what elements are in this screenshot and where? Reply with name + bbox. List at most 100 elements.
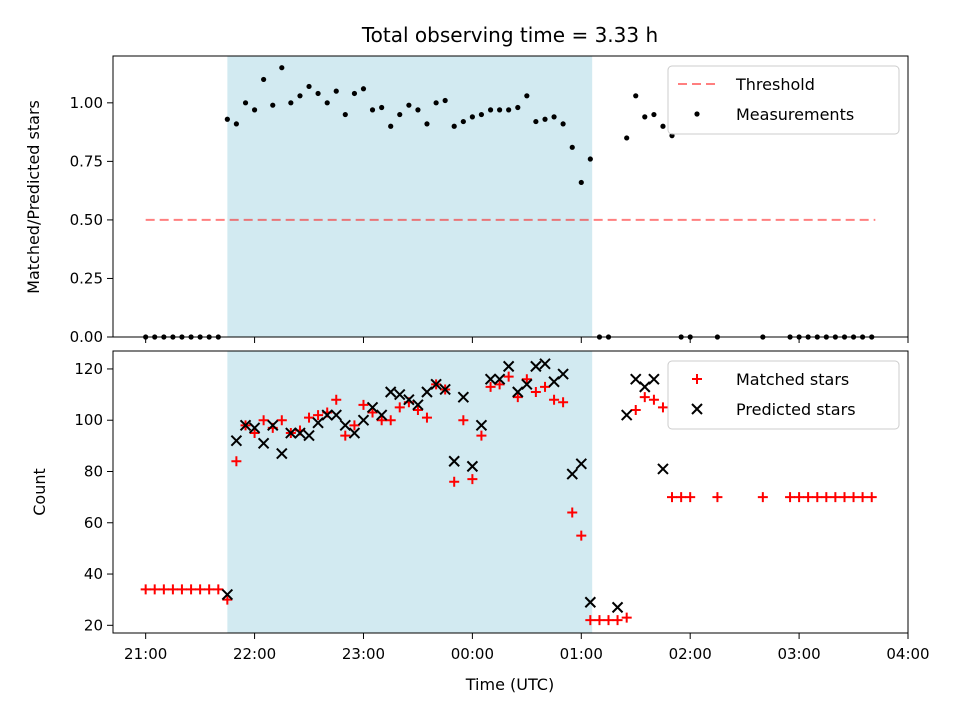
- measurement-point: [624, 135, 630, 141]
- predicted-star-point: [248, 422, 261, 434]
- matched-star-point: [249, 428, 260, 439]
- measurement-point: [324, 100, 330, 106]
- matched-star-point: [412, 404, 423, 415]
- bottom-y-axis-label: Count: [30, 468, 49, 516]
- y-tick-label: 60: [84, 514, 103, 532]
- matched-star-point: [458, 415, 469, 426]
- matched-star-point: [367, 407, 378, 418]
- matched-star-point: [140, 584, 151, 595]
- predicted-star-point: [394, 388, 406, 401]
- matched-star-point: [449, 476, 460, 487]
- matched-star-point: [839, 492, 850, 503]
- measurement-point: [487, 107, 494, 113]
- legend-label: Threshold: [735, 75, 815, 94]
- predicted-star-point: [548, 376, 560, 388]
- matched-star-point: [830, 492, 841, 503]
- predicted-star-point: [294, 427, 306, 439]
- measurement-point: [478, 111, 485, 118]
- predicted-star-point: [620, 409, 633, 421]
- matched-star-point: [712, 492, 723, 503]
- predicted-star-point: [475, 419, 488, 432]
- measurement-point: [542, 116, 548, 122]
- measurement-point: [333, 88, 339, 94]
- measurement-point: [651, 111, 657, 118]
- measurement-point: [515, 104, 521, 111]
- measurement-point: [642, 114, 648, 120]
- matched-star-point: [340, 430, 351, 441]
- predicted-star-point: [530, 360, 542, 373]
- legend-matched-swatch: [692, 374, 702, 384]
- matched-star-point: [231, 456, 242, 467]
- legend-label: Matched stars: [736, 370, 849, 389]
- legend-measurement-swatch: [694, 111, 700, 117]
- y-tick-label: 0.75: [70, 152, 103, 170]
- matched-star-point: [676, 492, 687, 503]
- matched-star-point: [349, 420, 360, 431]
- predicted-star-point: [457, 391, 470, 403]
- y-tick-label: 80: [84, 462, 103, 480]
- axes-frame: [112, 350, 909, 634]
- matched-star-point: [794, 492, 805, 503]
- matched-star-point: [149, 584, 160, 595]
- matched-star-point: [603, 615, 614, 626]
- predicted-star-point: [366, 401, 379, 414]
- predicted-star-point: [321, 409, 333, 421]
- x-tick-label: 00:00: [451, 645, 494, 663]
- legend-box: [667, 65, 900, 135]
- y-tick-label: 100: [74, 411, 103, 429]
- matched-star-point: [621, 612, 632, 623]
- measurement-point: [342, 111, 348, 118]
- measurement-point: [660, 123, 666, 129]
- measurement-point: [587, 156, 593, 162]
- matched-star-point: [812, 492, 823, 503]
- predicted-star-point: [575, 458, 587, 470]
- matched-star-point: [521, 374, 532, 385]
- predicted-star-point: [430, 378, 442, 391]
- measurement-point: [551, 114, 557, 120]
- matched-star-point: [195, 584, 206, 595]
- measurement-point: [388, 123, 394, 129]
- matched-star-point: [276, 415, 287, 426]
- measurement-point: [261, 76, 267, 83]
- measurement-point: [360, 86, 367, 92]
- matched-star-point: [485, 381, 496, 392]
- predicted-star-point: [339, 419, 351, 432]
- measurement-point: [633, 93, 639, 99]
- y-tick-label: 0.50: [70, 211, 103, 229]
- measurement-point: [297, 93, 303, 99]
- matched-star-point: [385, 415, 396, 426]
- predicted-star-point: [484, 373, 497, 385]
- matched-star-point: [158, 584, 169, 595]
- matched-star-point: [222, 594, 233, 605]
- predicted-star-point: [267, 419, 279, 432]
- y-tick-label: 0.00: [70, 328, 103, 346]
- predicted-star-point: [439, 383, 451, 396]
- matched-star-point: [304, 412, 315, 423]
- x-tick-label: 03:00: [777, 645, 820, 663]
- matched-star-point: [567, 507, 578, 518]
- predicted-star-point: [466, 460, 479, 473]
- predicted-star-point: [312, 417, 324, 429]
- x-axis-label: Time (UTC): [465, 675, 554, 694]
- legend-predicted-swatch: [691, 403, 703, 415]
- matched-star-point: [331, 394, 342, 405]
- y-tick-label: 120: [74, 360, 103, 378]
- measurement-point: [415, 107, 421, 113]
- x-tick-label: 02:00: [669, 645, 712, 663]
- measurement-point: [560, 121, 566, 127]
- matched-star-point: [494, 379, 505, 390]
- matched-star-point: [167, 584, 178, 595]
- measurement-point: [569, 144, 575, 150]
- legend-label: Measurements: [736, 105, 854, 124]
- measurement-point: [451, 123, 457, 129]
- shaded-observing-region: [227, 351, 593, 633]
- predicted-star-point: [285, 427, 297, 439]
- matched-star-point: [667, 492, 678, 503]
- measurement-point: [397, 111, 403, 118]
- matched-star-point: [512, 392, 523, 403]
- matched-star-point: [585, 615, 596, 626]
- measurement-point: [288, 100, 294, 106]
- matched-star-point: [421, 412, 432, 423]
- predicted-star-point: [611, 601, 624, 614]
